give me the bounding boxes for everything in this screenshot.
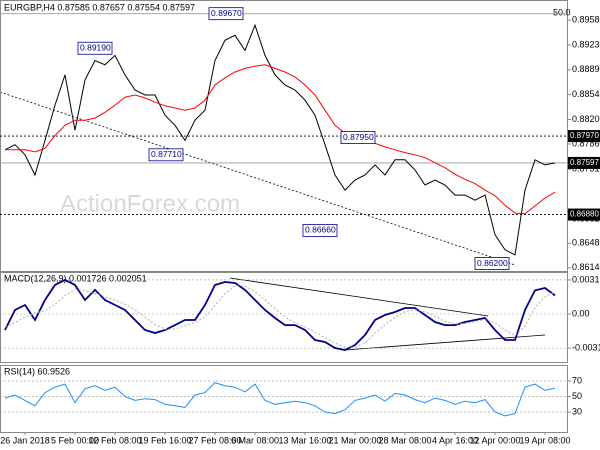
panel-border	[0, 365, 568, 433]
annotation-label: 0.89670	[211, 8, 242, 18]
trend-line	[0, 91, 516, 266]
level-box	[568, 156, 600, 169]
x-tick-label: 12 Feb 08:00	[88, 435, 141, 445]
y-tick-label: -0.003177	[572, 342, 600, 352]
x-tick-label: 12 Apr 00:00	[469, 435, 520, 445]
x-tick-label: 19 Apr 08:00	[519, 435, 570, 445]
annotation-box	[208, 7, 244, 21]
y-tick-label: 0.89235	[572, 39, 600, 49]
annotation-box	[474, 257, 510, 270]
corner-label: 50.0	[553, 7, 571, 17]
level-box	[568, 130, 600, 143]
level-label: 0.87597	[570, 158, 599, 167]
series-line	[4, 278, 556, 352]
panel-title: RSI(14) 60.9526	[4, 366, 70, 376]
series-line	[5, 64, 556, 215]
watermark: ActionForex.com	[60, 190, 240, 217]
annotation-label: 0.86200	[477, 258, 508, 268]
y-tick-label: 0.003169	[572, 274, 600, 284]
y-tick-label: 50	[572, 391, 582, 401]
y-tick-label: 30	[572, 406, 582, 416]
x-tick-label: 19 Feb 16:00	[138, 435, 191, 445]
x-tick-label: 27 Feb 08:00	[188, 435, 241, 445]
trend-line	[229, 277, 489, 317]
annotation-box	[302, 223, 338, 237]
series-line	[4, 23, 556, 256]
series-line	[4, 382, 556, 417]
annotation-label: 0.89190	[80, 42, 111, 52]
annotation-box	[340, 131, 376, 144]
level-box	[568, 208, 600, 221]
level-label: 0.87970	[570, 131, 599, 140]
x-tick-label: 21 Mar 00:00	[328, 435, 381, 445]
annotation-box	[148, 148, 184, 162]
annotation-label: 0.87710	[151, 149, 182, 159]
x-tick-label: 26 Jan 2018	[0, 435, 50, 445]
annotation-label: 0.86660	[305, 225, 336, 235]
trend-line	[344, 334, 546, 351]
y-tick-label: 0.88545	[572, 89, 600, 99]
chart-title: EURGBP,H4 0.87585 0.87657 0.87554 0.8759…	[4, 2, 195, 12]
annotation-box	[77, 41, 113, 55]
series-line	[4, 285, 556, 348]
y-tick-label: 0.00	[572, 308, 590, 318]
x-tick-label: 6 Mar 08:00	[231, 435, 279, 445]
panel-title: MACD(12,26,9) 0.001726 0.002051	[4, 273, 147, 283]
level-label: 0.86880	[570, 210, 599, 219]
annotation-label: 0.87950	[343, 132, 374, 142]
x-tick-label: 13 Mar 16:00	[278, 435, 331, 445]
y-tick-label: 70	[572, 375, 582, 385]
x-tick-label: 5 Feb 00:00	[51, 435, 99, 445]
x-tick-label: 28 Mar 08:00	[378, 435, 431, 445]
x-tick-label: 4 Apr 16:00	[432, 435, 478, 445]
panel-border	[0, 272, 568, 363]
